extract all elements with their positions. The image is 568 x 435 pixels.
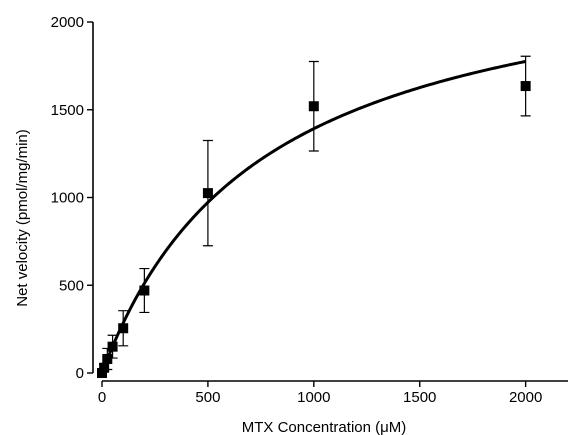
- y-tick-label: 2000: [51, 14, 84, 31]
- data-points: [97, 55, 531, 378]
- data-point: [102, 353, 113, 364]
- data-point: [97, 368, 107, 378]
- x-tick-label: 500: [195, 389, 220, 406]
- x-tick-label: 0: [98, 389, 106, 406]
- data-point: [99, 362, 110, 373]
- x-tick-label: 1000: [297, 389, 330, 406]
- y-tick-label: 500: [59, 277, 84, 294]
- data-point: [118, 323, 129, 334]
- data-point: [202, 188, 213, 199]
- x-ticks: 0 500 1000 1500 2000: [98, 381, 542, 406]
- y-tick-label: 1000: [51, 190, 84, 207]
- y-axis: 0 500 1000 1500 2000: [51, 14, 94, 382]
- data-point: [520, 81, 531, 92]
- data-point: [107, 341, 118, 352]
- y-tick-label: 1500: [51, 102, 84, 119]
- y-axis-title: Net velocity (pmol/mg/min): [14, 129, 31, 307]
- y-ticks: 0 500 1000 1500 2000: [51, 14, 93, 382]
- data-point: [139, 285, 150, 296]
- x-tick-label: 2000: [509, 389, 542, 406]
- x-axis: 0 500 1000 1500 2000: [98, 380, 568, 406]
- x-axis-title: MTX Concentration (μM): [242, 419, 407, 435]
- y-tick-label: 0: [76, 365, 84, 382]
- data-point: [308, 101, 319, 112]
- x-tick-label: 1500: [403, 389, 436, 406]
